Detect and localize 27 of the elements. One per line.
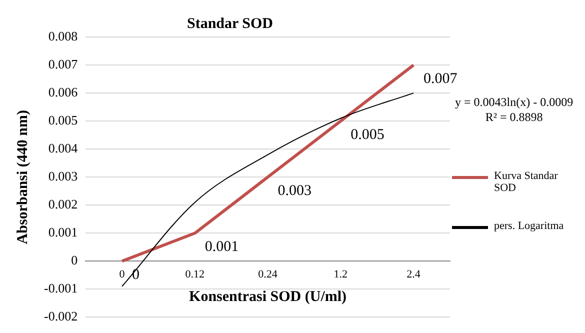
data-label: 0.001 bbox=[204, 239, 239, 256]
y-tick-label: 0 bbox=[71, 252, 78, 268]
legend-label: Kurva Standar SOD bbox=[494, 170, 559, 194]
x-tick-label: 2.4 bbox=[406, 268, 421, 281]
y-axis-title: Absorbansi (440 nm) bbox=[14, 110, 31, 244]
chart-title: Standar SOD bbox=[186, 16, 274, 32]
y-tick-label: 0.008 bbox=[48, 28, 78, 44]
text: R² = 0.8898 bbox=[484, 110, 544, 125]
x-tick-label: 1.2 bbox=[334, 268, 348, 281]
x-tick-label: 0.24 bbox=[258, 268, 278, 281]
x-tick-label: 0.12 bbox=[185, 268, 205, 281]
y-tick-label: 0.005 bbox=[48, 112, 78, 128]
text: y = 0.0043ln(x) - 0.0009 bbox=[455, 95, 574, 110]
y-tick-label: 0.004 bbox=[48, 140, 78, 156]
y-tick-label: 0.003 bbox=[48, 168, 78, 184]
y-tick-label: 0.007 bbox=[48, 56, 78, 72]
data-label: 0.003 bbox=[278, 183, 312, 200]
y-tick-label: -0.002 bbox=[44, 308, 78, 324]
data-label: 0.005 bbox=[350, 126, 384, 143]
y-tick-label: 0.002 bbox=[48, 196, 78, 212]
legend-label: pers. Logaritma bbox=[494, 220, 564, 232]
y-tick-label: 0.001 bbox=[48, 224, 78, 240]
x-tick-label: 0 bbox=[119, 268, 126, 281]
x-axis-title: Konsentrasi SOD (U/ml) bbox=[189, 289, 347, 306]
data-label: 0.007 bbox=[424, 70, 458, 87]
y-tick-label: 0.006 bbox=[48, 84, 78, 100]
y-tick-label: -0.001 bbox=[44, 280, 78, 296]
